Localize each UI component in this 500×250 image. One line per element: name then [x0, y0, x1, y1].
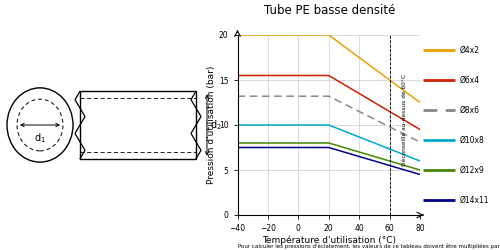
Text: Tube PE basse densité: Tube PE basse densité	[264, 4, 396, 17]
Text: Pour calculer les pressions d'éclatement, les valeurs de ce tableau doivent être: Pour calculer les pressions d'éclatement…	[238, 243, 500, 249]
Text: d$_1$: d$_1$	[34, 131, 46, 145]
Text: Ø12x9: Ø12x9	[460, 166, 484, 174]
Text: Ø14x11: Ø14x11	[460, 196, 489, 204]
Text: Ø8x6: Ø8x6	[460, 106, 479, 114]
X-axis label: Température d'utilisation (°C): Température d'utilisation (°C)	[262, 236, 396, 245]
Bar	[80, 91, 196, 159]
Text: Ø4x2: Ø4x2	[460, 46, 479, 54]
Text: d$_2$: d$_2$	[210, 118, 222, 132]
Text: Ø10x8: Ø10x8	[460, 136, 484, 144]
Y-axis label: Pression d'utilisation (bar): Pression d'utilisation (bar)	[207, 66, 216, 184]
Text: Déconseillé au-dessus de 60°C: Déconseillé au-dessus de 60°C	[402, 74, 407, 166]
Text: Ø6x4: Ø6x4	[460, 76, 480, 84]
